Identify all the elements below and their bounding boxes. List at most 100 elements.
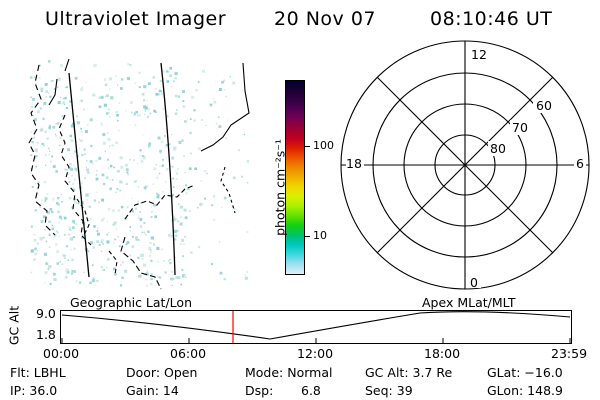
emission-pixel	[103, 183, 106, 186]
mlt-label-0: 0	[470, 275, 478, 290]
emission-pixel	[94, 284, 96, 286]
geographic-image-panel	[28, 58, 250, 290]
emission-pixel	[237, 149, 240, 152]
emission-pixel	[122, 242, 124, 244]
emission-pixel	[117, 169, 120, 173]
emission-pixel	[75, 223, 78, 225]
emission-pixel	[36, 110, 40, 114]
emission-pixel	[45, 154, 47, 156]
emission-pixel	[34, 157, 36, 159]
emission-pixel	[141, 92, 145, 96]
emission-pixel	[73, 270, 77, 273]
emission-pixel	[97, 279, 99, 282]
emission-pixel	[58, 235, 60, 237]
image-time: 08:10:46 UT	[430, 8, 553, 30]
emission-pixel	[193, 119, 196, 122]
emission-pixel	[76, 170, 78, 172]
emission-pixel	[137, 114, 139, 117]
emission-pixel	[121, 261, 125, 264]
altitude-curve	[61, 311, 571, 340]
status-dsp-value: 6.8	[301, 383, 321, 398]
emission-pixel	[152, 183, 155, 185]
emission-pixel	[201, 119, 203, 121]
mlat-label-80: 80	[490, 141, 506, 156]
meridian-lines	[68, 62, 176, 278]
emission-pixel	[83, 148, 86, 151]
emission-pixel	[60, 218, 63, 220]
emission-pixel	[147, 230, 150, 233]
emission-pixel	[247, 182, 249, 184]
emission-pixel	[52, 200, 54, 202]
emission-pixel	[184, 216, 188, 220]
emission-pixel	[221, 207, 223, 209]
emission-pixel	[178, 140, 182, 144]
emission-pixel	[135, 180, 137, 182]
emission-pixel	[30, 105, 33, 109]
emission-pixel	[158, 89, 162, 93]
emission-pixel	[87, 171, 90, 174]
emission-pixel	[70, 237, 73, 240]
emission-pixel	[159, 152, 162, 154]
emission-pixel	[85, 166, 87, 168]
emission-pixel	[97, 227, 99, 229]
emission-pixel	[49, 150, 51, 152]
emission-pixel	[182, 105, 186, 108]
emission-pixel	[139, 211, 141, 213]
emission-pixel	[168, 71, 170, 73]
emission-pixel	[91, 279, 95, 283]
emission-pixel	[229, 76, 231, 78]
status-gain: Gain: 14	[126, 383, 179, 398]
emission-pixel	[106, 221, 108, 223]
emission-pixel	[134, 207, 137, 210]
emission-pixel	[50, 80, 52, 82]
emission-pixel	[100, 240, 103, 243]
emission-pixel	[53, 278, 56, 281]
emission-pixel	[137, 200, 139, 203]
emission-pixel	[98, 105, 102, 109]
emission-pixel	[138, 274, 142, 278]
emission-pixel	[53, 234, 57, 237]
emission-pixel	[145, 278, 147, 281]
mlat-label-60: 60	[536, 98, 552, 113]
emission-pixel	[129, 254, 131, 257]
emission-pixel	[70, 124, 74, 128]
emission-pixel	[150, 206, 152, 208]
timeline-x-tick-2359: 23:59	[551, 346, 588, 361]
emission-pixel	[168, 143, 171, 146]
emission-pixel	[76, 115, 78, 118]
emission-pixel	[101, 266, 104, 268]
emission-pixel	[182, 100, 185, 102]
emission-pixel	[72, 236, 75, 239]
emission-pixel	[44, 271, 48, 275]
emission-pixel	[112, 209, 115, 212]
emission-pixel	[68, 181, 71, 183]
emission-pixel	[202, 69, 205, 73]
emission-pixel	[171, 271, 173, 273]
emission-pixel	[160, 90, 163, 92]
emission-pixel	[35, 155, 38, 158]
emission-pixel	[71, 206, 74, 208]
emission-pixel	[55, 123, 57, 125]
emission-pixel	[179, 222, 183, 226]
emission-pixel	[114, 272, 117, 276]
emission-pixel	[165, 168, 169, 171]
emission-pixel	[173, 146, 177, 150]
emission-pixel	[138, 86, 141, 88]
emission-pixel	[106, 233, 109, 236]
status-gc-alt: GC Alt: 3.7 Re	[365, 365, 453, 380]
emission-pixel	[177, 220, 179, 223]
emission-pixel	[144, 106, 148, 110]
emission-pixel	[31, 186, 34, 188]
emission-pixel	[172, 218, 176, 222]
emission-pixel	[37, 94, 39, 96]
emission-pixel	[232, 176, 236, 180]
timeline-plot[interactable]	[60, 305, 574, 345]
emission-pixel	[73, 200, 77, 204]
emission-pixel	[147, 115, 150, 118]
emission-pixel	[144, 233, 147, 236]
emission-pixel	[120, 87, 123, 90]
emission-pixel	[205, 124, 207, 126]
emission-pixel	[95, 159, 98, 162]
emission-pixel	[81, 236, 83, 239]
emission-pixel	[121, 78, 124, 81]
